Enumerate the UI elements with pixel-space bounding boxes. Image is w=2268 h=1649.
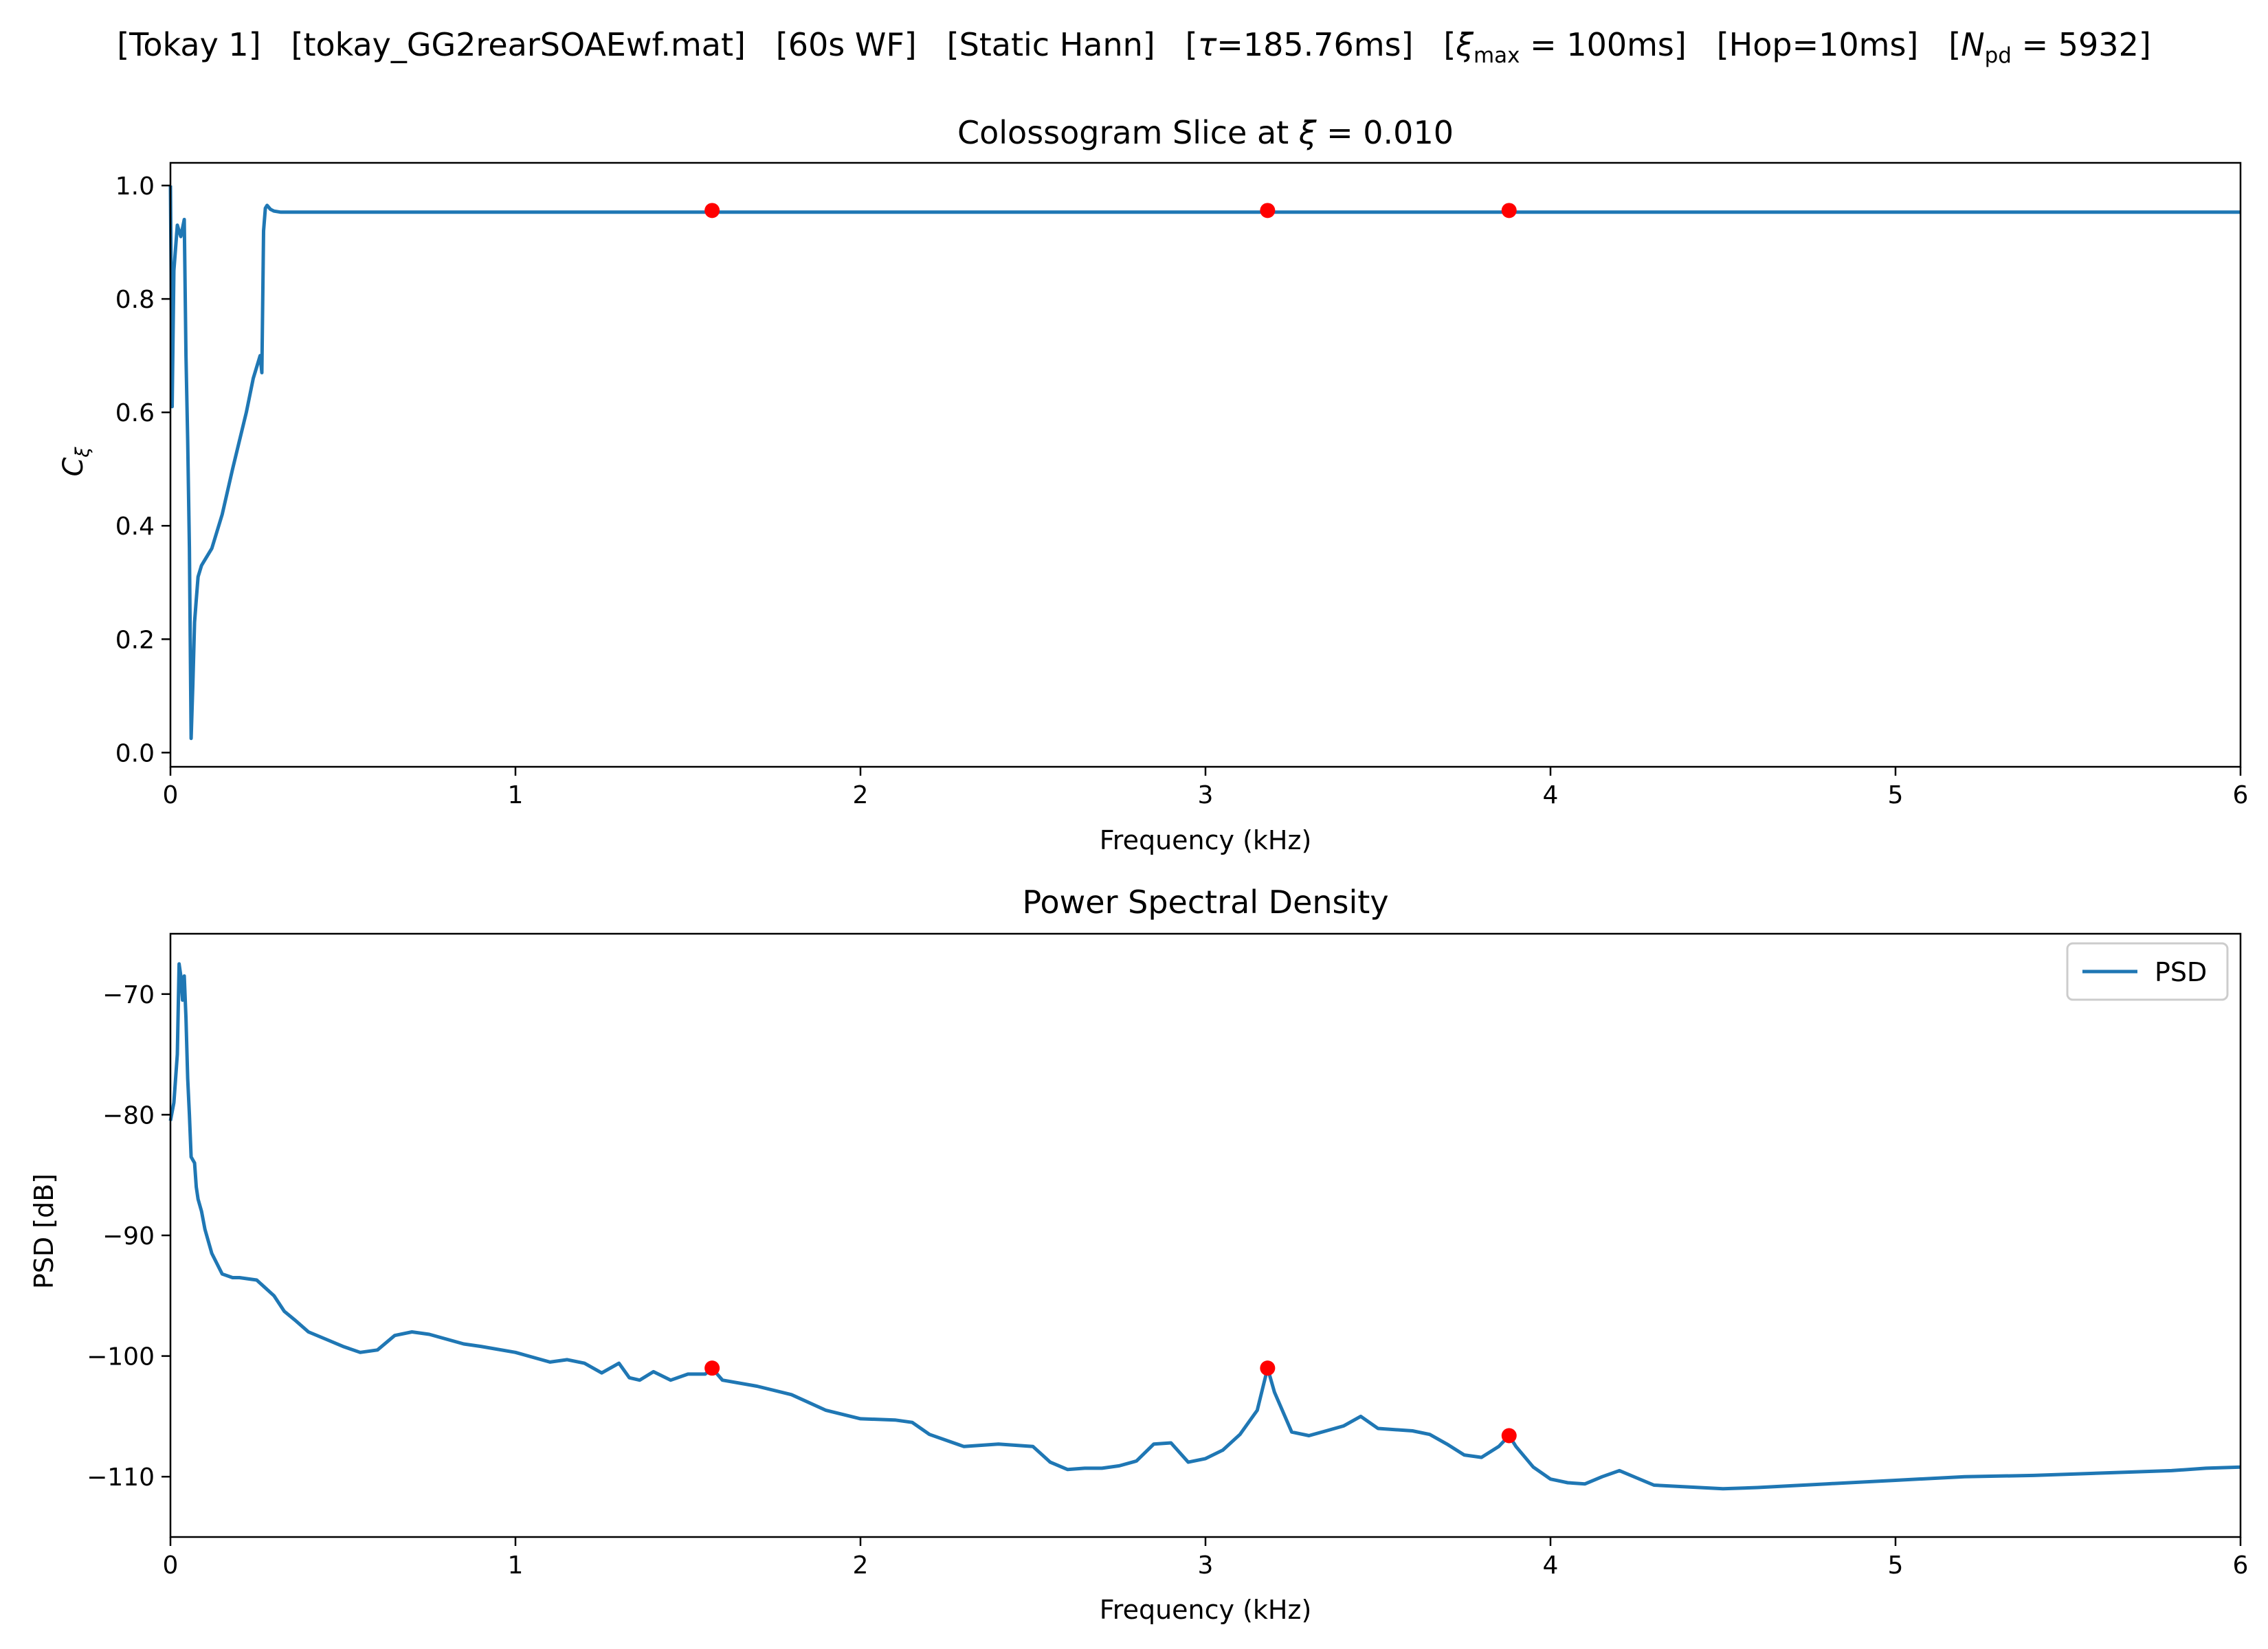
top-y-tick-label: 0.0 (115, 739, 155, 767)
bottom-series-line-0 (168, 962, 2241, 1491)
top-y-tick-label: 0.2 (115, 626, 155, 654)
suptitle-part-3: = 100ms] [Hop=10ms] [ (1520, 26, 1961, 63)
bottom-chart-title: Power Spectral Density (1022, 884, 1388, 921)
top-axes: 0 1 2 3 4 5 6 0.0 0.2 0.4 0.6 0.8 1.0 (115, 161, 2249, 809)
bottom-y-tick-label: −80 (102, 1101, 155, 1130)
bottom-y-tick-label: −110 (87, 1463, 155, 1492)
bottom-x-tick-label: 5 (1888, 1551, 1904, 1580)
top-x-tick-label: 4 (1543, 781, 1559, 809)
top-x-axis-label: Frequency (kHz) (1100, 825, 1312, 855)
top-y-tick-label: 0.8 (115, 286, 155, 314)
bottom-x-tick-label: 4 (1543, 1551, 1559, 1580)
bottom-x-tick-label: 6 (2233, 1551, 2249, 1580)
top-peak-marker (1501, 203, 1517, 218)
suptitle-part-1: [Tokay 1] [tokay_GG2rearSOAEwf.mat] [60s… (117, 26, 1198, 63)
suptitle-tau-symbol: τ (1197, 26, 1217, 63)
bottom-y-tick-label: −90 (102, 1222, 155, 1250)
figure-suptitle: [Tokay 1] [tokay_GG2rearSOAEwf.mat] [60s… (0, 26, 2268, 68)
bottom-peak-marker (704, 1360, 720, 1376)
bottom-peak-marker (1260, 1360, 1276, 1376)
bottom-x-tick-label: 0 (163, 1551, 179, 1580)
legend-box (2066, 942, 2229, 1001)
bottom-x-axis-label: Frequency (kHz) (1100, 1595, 1312, 1625)
bottom-peak-marker (1501, 1428, 1517, 1444)
bottom-x-tick-label: 1 (508, 1551, 524, 1580)
top-x-tick-label: 1 (508, 781, 524, 809)
bottom-x-tick-label: 3 (1198, 1551, 1214, 1580)
top-x-tick-label: 5 (1888, 781, 1904, 809)
top-peak-marker (704, 203, 720, 218)
top-series-line-0 (168, 185, 2241, 741)
top-peak-marker (1260, 203, 1276, 218)
bottom-y-axis-label: PSD [dB] (29, 1174, 59, 1289)
bottom-axes-frame (169, 932, 2242, 1538)
bottom-x-tick-label: 2 (853, 1551, 869, 1580)
suptitle-part-2: =185.76ms] [ (1216, 26, 1456, 63)
suptitle-n-symbol: N (1961, 26, 1985, 63)
suptitle-part-4: = 5932] (2011, 26, 2151, 63)
suptitle-xi-subscript: max (1473, 43, 1520, 69)
legend-label: PSD (2155, 957, 2207, 987)
top-x-tick-label: 2 (853, 781, 869, 809)
legend: PSD (2066, 942, 2229, 1001)
top-chart-title: Colossogram Slice at ξ = 0.010 (957, 114, 1454, 151)
top-x-tick-label: 0 (163, 781, 179, 809)
top-y-tick-label: 1.0 (115, 172, 155, 201)
top-y-axis-label: Cξ (58, 447, 93, 477)
bottom-axes: 0 1 2 3 4 5 6 −70 −80 −90 −100 −110 (87, 932, 2249, 1580)
top-y-tick-label: 0.4 (115, 513, 155, 541)
bottom-y-tick-label: −100 (87, 1343, 155, 1371)
top-axes-frame (169, 161, 2242, 768)
suptitle-n-subscript: pd (1984, 43, 2012, 69)
top-x-tick-label: 3 (1198, 781, 1214, 809)
top-x-tick-label: 6 (2233, 781, 2249, 809)
bottom-y-tick-label: −70 (102, 981, 155, 1009)
suptitle-xi-symbol: ξ (1456, 26, 1474, 63)
top-y-tick-label: 0.6 (115, 399, 155, 427)
